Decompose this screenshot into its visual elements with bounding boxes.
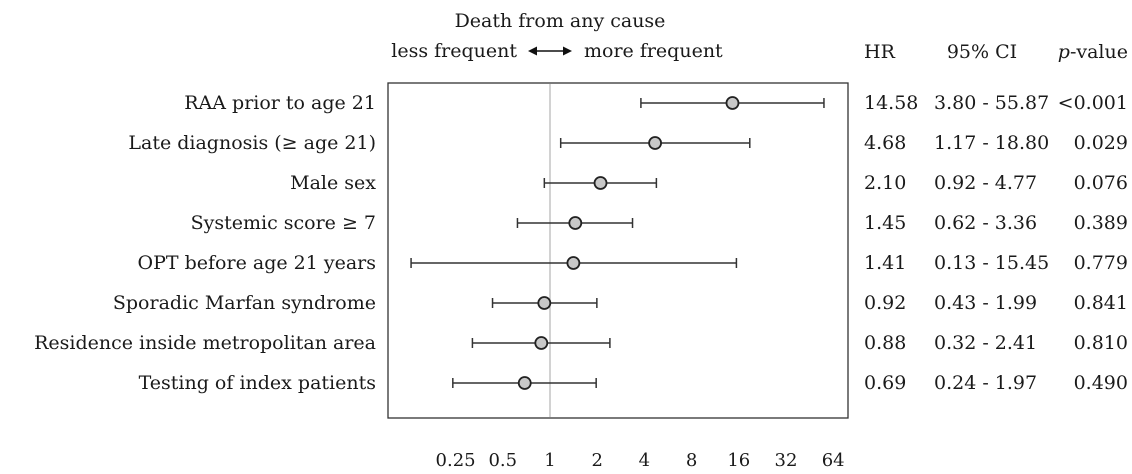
row-label: Male sex xyxy=(290,172,376,194)
direction-more-label: more frequent xyxy=(584,40,723,62)
column-header-ci: 95% CI xyxy=(947,41,1017,63)
forest-row: Late diagnosis (≥ age 21) 4.68 1.17 - 18.8… xyxy=(128,132,1128,154)
p-value: 0.029 xyxy=(1074,132,1128,154)
p-value: 0.490 xyxy=(1074,372,1128,394)
p-value: 0.779 xyxy=(1074,252,1128,274)
hr-point xyxy=(568,216,583,230)
hr-value: 0.92 xyxy=(864,292,906,314)
p-value: 0.841 xyxy=(1074,292,1128,314)
forest-row: RAA prior to age 21 14.58 3.80 - 55.87 <0.0… xyxy=(184,92,1128,114)
ci-value: 1.17 - 18.80 xyxy=(934,132,1049,154)
row-label: RAA prior to age 21 xyxy=(184,92,376,114)
ci-value: 3.80 - 55.87 xyxy=(934,92,1049,114)
ci-value: 0.62 - 3.36 xyxy=(934,212,1037,234)
row-label: Testing of index patients xyxy=(139,372,376,394)
plot-frame xyxy=(387,82,849,419)
x-tick-label: 32 xyxy=(775,450,798,471)
hr-value: 0.88 xyxy=(864,332,906,354)
ci-value: 0.24 - 1.97 xyxy=(934,372,1037,394)
x-tick-label: 4 xyxy=(639,450,650,471)
p-value: <0.001 xyxy=(1058,92,1128,114)
hr-value: 14.58 xyxy=(864,92,918,114)
chart-header: Death from any cause less frequent more … xyxy=(391,10,1128,63)
hr-point xyxy=(537,296,552,310)
x-tick-label: 16 xyxy=(727,450,750,471)
hr-point xyxy=(566,256,581,270)
x-tick-label: 8 xyxy=(686,450,697,471)
x-axis-ticks: 0.25 0.5 1 2 4 8 16 32 64 xyxy=(436,450,845,471)
forest-row: Systemic score ≥ 7 1.45 0.62 - 3.36 0.389 xyxy=(191,212,1128,234)
column-header-hr: HR xyxy=(864,41,896,63)
chart-title: Death from any cause xyxy=(455,10,666,32)
hr-point xyxy=(534,336,549,350)
p-rest: -value xyxy=(1070,41,1128,63)
ci-value: 0.32 - 2.41 xyxy=(934,332,1037,354)
x-tick-label: 1 xyxy=(544,450,555,471)
hr-point xyxy=(517,376,532,390)
p-italic: p xyxy=(1058,41,1070,63)
hr-value: 1.41 xyxy=(864,252,906,274)
forest-row: OPT before age 21 years 1.41 0.13 - 15.45 0… xyxy=(138,252,1128,274)
forest-rows: RAA prior to age 21 14.58 3.80 - 55.87 <0.0… xyxy=(34,92,1128,394)
hr-point xyxy=(648,136,662,150)
hr-value: 0.69 xyxy=(864,372,906,394)
ci-value: 0.13 - 15.45 xyxy=(934,252,1049,274)
direction-less-label: less frequent xyxy=(391,40,517,62)
ci-value: 0.43 - 1.99 xyxy=(934,292,1037,314)
p-value: 0.389 xyxy=(1074,212,1128,234)
forest-row: Male sex 2.10 0.92 - 4.77 0.076 xyxy=(290,172,1128,194)
forest-row: Residence inside metropolitan area 0.88 0.… xyxy=(34,332,1128,354)
row-label: OPT before age 21 years xyxy=(138,252,376,274)
row-label: Late diagnosis (≥ age 21) xyxy=(128,132,376,154)
hr-value: 1.45 xyxy=(864,212,906,234)
forest-row: Testing of index patients 0.69 0.24 - 1.97… xyxy=(139,372,1128,394)
x-tick-label: 2 xyxy=(591,450,602,471)
row-label: Systemic score ≥ 7 xyxy=(191,212,376,234)
row-label: Sporadic Marfan syndrome xyxy=(113,292,376,314)
row-label: Residence inside metropolitan area xyxy=(34,332,376,354)
p-value: 0.810 xyxy=(1074,332,1128,354)
double-arrow-icon xyxy=(528,46,572,56)
hr-value: 2.10 xyxy=(864,172,906,194)
p-value: 0.076 xyxy=(1074,172,1128,194)
column-header-p-value: p-value xyxy=(1058,41,1128,63)
hr-point xyxy=(725,96,740,110)
x-tick-label: 64 xyxy=(822,450,845,471)
hr-value: 4.68 xyxy=(864,132,906,154)
hr-point xyxy=(593,176,608,190)
x-tick-label: 0.5 xyxy=(488,450,517,471)
x-tick-label: 0.25 xyxy=(436,450,476,471)
forest-row: Sporadic Marfan syndrome 0.92 0.43 - 1.99 0… xyxy=(113,292,1128,314)
ci-value: 0.92 - 4.77 xyxy=(934,172,1037,194)
